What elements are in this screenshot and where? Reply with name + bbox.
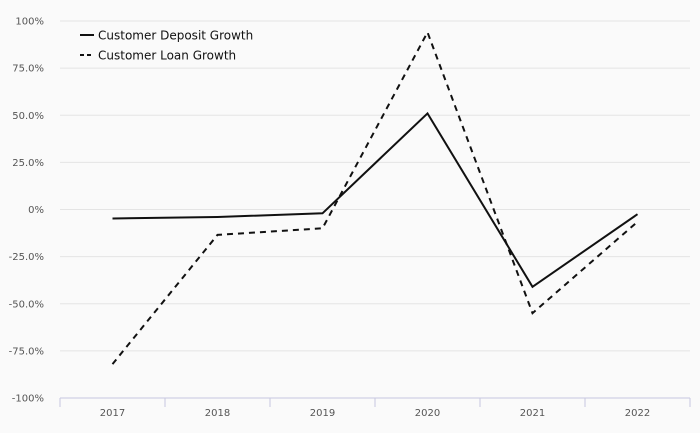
y-tick-label: 50.0%: [12, 111, 44, 122]
y-tick-label: 100%: [15, 17, 44, 28]
x-tick-label: 2018: [205, 408, 230, 419]
x-tick-label: 2020: [415, 408, 440, 419]
x-tick-label: 2022: [625, 408, 650, 419]
y-tick-label: 25.0%: [12, 158, 44, 169]
x-axis-tick-labels: 2017 2018 2019 2020 2021 2022: [100, 408, 650, 419]
legend-label: Customer Deposit Growth: [98, 29, 253, 43]
x-axis: [59, 397, 691, 407]
x-tick-label: 2017: [100, 408, 125, 419]
x-tick-label: 2021: [520, 408, 545, 419]
y-tick-label: 75.0%: [12, 64, 44, 75]
legend: Customer Deposit Growth Customer Loan Gro…: [80, 29, 253, 63]
x-tick-label: 2019: [310, 408, 335, 419]
legend-label: Customer Loan Growth: [98, 49, 236, 63]
y-tick-label: 0%: [28, 205, 44, 216]
y-tick-label: -50.0%: [9, 299, 44, 310]
gridlines: [60, 20, 690, 399]
series-line-loan-growth: [111, 29, 639, 365]
y-tick-label: -100%: [12, 394, 44, 405]
y-axis-tick-labels: 100% 75.0% 50.0% 25.0% 0% -25.0% -50.0% -75.0% -…: [9, 17, 44, 405]
y-tick-label: -75.0%: [9, 346, 44, 357]
series-lines: [111, 29, 639, 365]
series-line-deposit-growth: [112, 111, 639, 289]
y-tick-label: -25.0%: [9, 252, 44, 263]
